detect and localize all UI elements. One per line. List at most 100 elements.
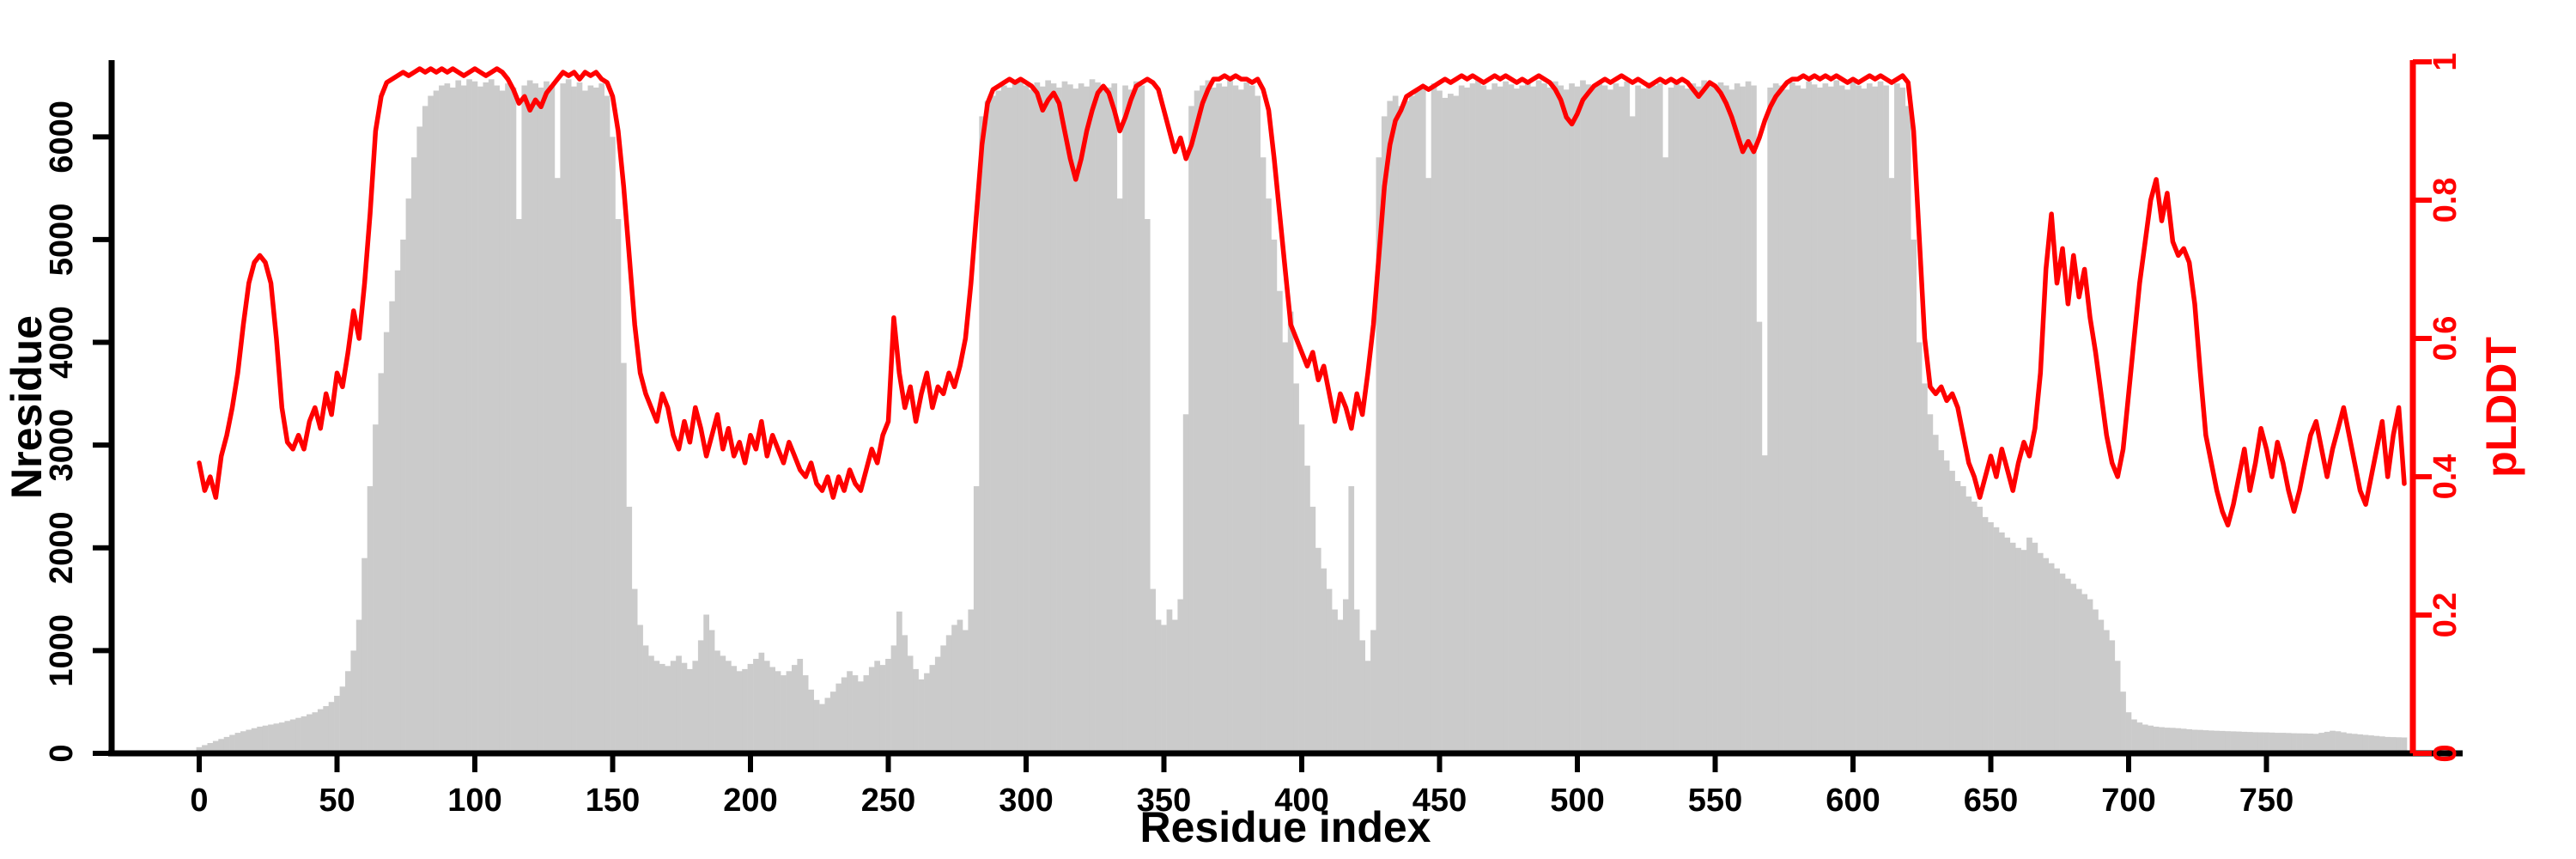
nresidue-bar <box>863 675 870 753</box>
nresidue-bar <box>1971 501 1978 753</box>
nresidue-bar <box>1662 157 1669 753</box>
nresidue-bar <box>984 101 991 753</box>
nresidue-bar <box>328 702 335 753</box>
nresidue-bar <box>1492 83 1498 754</box>
nresidue-bar <box>1243 82 1250 753</box>
nresidue-bar <box>1850 82 1856 753</box>
nresidue-bar <box>1761 455 1768 753</box>
nresidue-bar <box>1364 661 1371 753</box>
nresidue-bar <box>544 81 550 753</box>
nresidue-bar <box>995 90 1002 753</box>
nresidue-bar <box>868 667 875 753</box>
nresidue-bar <box>1425 178 1431 753</box>
nresidue-bar <box>2335 731 2342 753</box>
left-axis-tick-label: 2000 <box>44 511 80 584</box>
nresidue-bar <box>422 106 428 753</box>
nresidue-bar <box>781 675 787 753</box>
nresidue-bar <box>1282 342 1289 753</box>
nresidue-bar <box>2362 734 2369 753</box>
nresidue-bar <box>505 83 511 754</box>
nresidue-bar <box>1844 89 1850 754</box>
nresidue-bar <box>565 79 572 754</box>
nresidue-bar <box>2219 730 2226 753</box>
nresidue-bar <box>1701 80 1707 753</box>
nresidue-bar <box>312 712 319 753</box>
nresidue-bar <box>592 87 599 753</box>
nresidue-bar <box>963 630 969 753</box>
left-axis-tick-label: 1000 <box>44 614 80 687</box>
nresidue-bar <box>1497 86 1504 753</box>
nresidue-bar <box>521 85 528 753</box>
nresidue-bar <box>2114 661 2121 753</box>
nresidue-bar <box>532 83 538 754</box>
nresidue-bar <box>913 668 919 753</box>
nresidue-bar <box>665 666 671 753</box>
nresidue-bar <box>604 95 611 753</box>
nresidue-bar <box>1309 506 1316 753</box>
nresidue-bar <box>829 691 836 753</box>
nresidue-bar <box>2020 550 2027 753</box>
nresidue-bar <box>1485 89 1492 754</box>
nresidue-bar <box>587 85 594 753</box>
nresidue-bar <box>1315 547 1321 753</box>
nresidue-bar <box>1453 95 1460 753</box>
x-axis-title: Residue index <box>1140 803 1431 851</box>
nresidue-bar <box>1833 80 1840 753</box>
nresidue-bar <box>1613 83 1619 754</box>
nresidue-bar <box>2280 733 2287 753</box>
nresidue-bar <box>494 85 500 753</box>
nresidue-bar <box>2065 578 2071 753</box>
nresidue-bar <box>1679 85 1686 753</box>
nresidue-bar <box>2341 732 2347 753</box>
nresidue-bar <box>858 681 864 753</box>
nresidue-bar <box>389 301 395 753</box>
nresidue-bar <box>1740 86 1746 753</box>
nresidue-bar <box>1535 80 1542 753</box>
nresidue-bar <box>1398 106 1404 753</box>
nresidue-bar <box>896 611 902 753</box>
nresidue-bar <box>560 83 567 754</box>
nresidue-bar <box>835 683 842 753</box>
nresidue-bar <box>990 95 996 753</box>
nresidue-bar <box>1266 198 1272 754</box>
nresidue-bar <box>1508 84 1515 754</box>
nresidue-bar <box>361 557 368 753</box>
nresidue-bar <box>1376 157 1382 753</box>
nresidue-bar <box>1651 85 1658 753</box>
nresidue-bar <box>2263 732 2269 753</box>
nresidue-bar <box>1359 640 1365 753</box>
nresidue-bar <box>202 745 208 753</box>
nresidue-bar <box>703 614 709 753</box>
nresidue-bar <box>1960 486 1966 753</box>
nresidue-bar <box>626 506 633 753</box>
nresidue-bar <box>1133 81 1139 753</box>
nresidue-bar <box>1298 424 1305 753</box>
x-axis-tick-label: 500 <box>1550 783 1604 819</box>
nresidue-bar <box>747 663 754 753</box>
left-axis-tick-label: 4000 <box>44 306 80 379</box>
nresidue-bar <box>2026 537 2032 753</box>
nresidue-bar <box>483 82 489 753</box>
nresidue-bar <box>924 673 930 753</box>
nresidue-bar <box>1458 85 1465 753</box>
nresidue-bar <box>466 79 472 754</box>
nresidue-bar <box>2093 609 2099 753</box>
nresidue-bar <box>1954 481 1961 753</box>
nresidue-bars-series <box>196 79 2408 754</box>
nresidue-bar <box>284 721 291 753</box>
nresidue-bar <box>1089 79 1096 754</box>
nresidue-bar <box>1635 85 1641 753</box>
nresidue-bar <box>1894 83 1900 754</box>
nresidue-bar <box>1271 239 1278 753</box>
nresidue-bar <box>1414 90 1421 753</box>
nresidue-bar <box>1999 532 2005 753</box>
nresidue-bar <box>1232 85 1239 753</box>
nresidue-bar <box>582 90 588 753</box>
nresidue-bar <box>307 714 313 753</box>
nresidue-bar <box>1674 81 1680 753</box>
nresidue-bar <box>621 362 627 753</box>
nresidue-bar <box>2142 724 2148 753</box>
nresidue-bar <box>2324 731 2330 753</box>
nresidue-bar <box>1640 88 1647 754</box>
